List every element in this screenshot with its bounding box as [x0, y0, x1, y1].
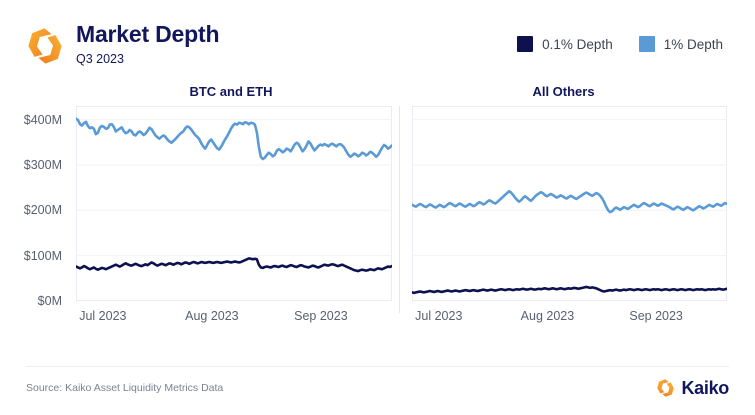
- chart-legend: 0.1% Depth 1% Depth: [517, 36, 723, 52]
- series-line: [412, 191, 727, 212]
- x-axis-tick: Sep 2023: [294, 309, 348, 323]
- y-axis-tick: $0M: [37, 294, 62, 308]
- kaiko-hexagon-icon: [657, 379, 675, 397]
- page-subtitle: Q3 2023: [76, 52, 124, 67]
- series-line: [76, 119, 392, 159]
- panel-divider: [399, 106, 400, 313]
- x-axis-tick: Aug 2023: [185, 309, 239, 323]
- chart-header: Market Depth Q3 2023 0.1% Depth 1% Depth: [0, 0, 755, 80]
- legend-swatch-icon: [638, 36, 655, 52]
- y-axis-tick: $100M: [23, 248, 62, 263]
- legend-item-1[interactable]: 1% Depth: [638, 36, 723, 52]
- line-chart-all-others: [412, 106, 727, 301]
- plot-frame: [412, 106, 727, 301]
- plot-frame: [76, 106, 392, 301]
- x-axis-tick: Sep 2023: [629, 309, 683, 323]
- kaiko-hexagon-icon: [28, 28, 62, 64]
- x-axis-all-others: Jul 2023 Aug 2023 Sep 2023: [412, 307, 727, 331]
- x-axis-tick: Jul 2023: [79, 309, 127, 323]
- plot-area-all-others[interactable]: [412, 106, 727, 301]
- y-axis-tick: $400M: [23, 112, 62, 127]
- panel-title: BTC and ETH: [189, 84, 273, 99]
- series-line: [412, 287, 727, 293]
- panel-title: All Others: [532, 84, 595, 99]
- source-note: Source: Kaiko Asset Liquidity Metrics Da…: [26, 382, 224, 394]
- plot-area-btc-eth[interactable]: [76, 106, 392, 301]
- chart-panels: BTC and ETH $0M $100M $200M $300M $400M Jul …: [0, 82, 755, 337]
- legend-label: 1% Depth: [663, 36, 723, 52]
- chart-panel-all-others: All Others Jul 2023 Aug 2023 Sep 2023: [400, 82, 755, 337]
- legend-label: 0.1% Depth: [542, 36, 613, 52]
- title-group: Market Depth Q3 2023: [76, 21, 220, 67]
- x-axis-tick: Jul 2023: [415, 309, 463, 323]
- page-title: Market Depth: [76, 21, 220, 47]
- y-axis-tick: $200M: [23, 203, 62, 218]
- x-axis-btc-eth: Jul 2023 Aug 2023 Sep 2023: [76, 307, 392, 331]
- y-axis-tick: $300M: [23, 157, 62, 172]
- x-axis-tick: Aug 2023: [520, 309, 575, 323]
- legend-item-0[interactable]: 0.1% Depth: [517, 36, 613, 52]
- y-axis: $0M $100M $200M $300M $400M: [0, 106, 70, 308]
- series-line: [76, 258, 392, 271]
- chart-footer: Source: Kaiko Asset Liquidity Metrics Da…: [26, 366, 729, 401]
- chart-panel-btc-eth: BTC and ETH $0M $100M $200M $300M $400M Jul …: [0, 82, 400, 337]
- footer-brand: Kaiko: [656, 370, 729, 399]
- footer-wordmark: Kaiko: [681, 377, 729, 398]
- line-chart-btc-eth: [76, 106, 392, 301]
- legend-swatch-icon: [517, 36, 534, 52]
- brand-block: Market Depth Q3 2023: [26, 21, 220, 67]
